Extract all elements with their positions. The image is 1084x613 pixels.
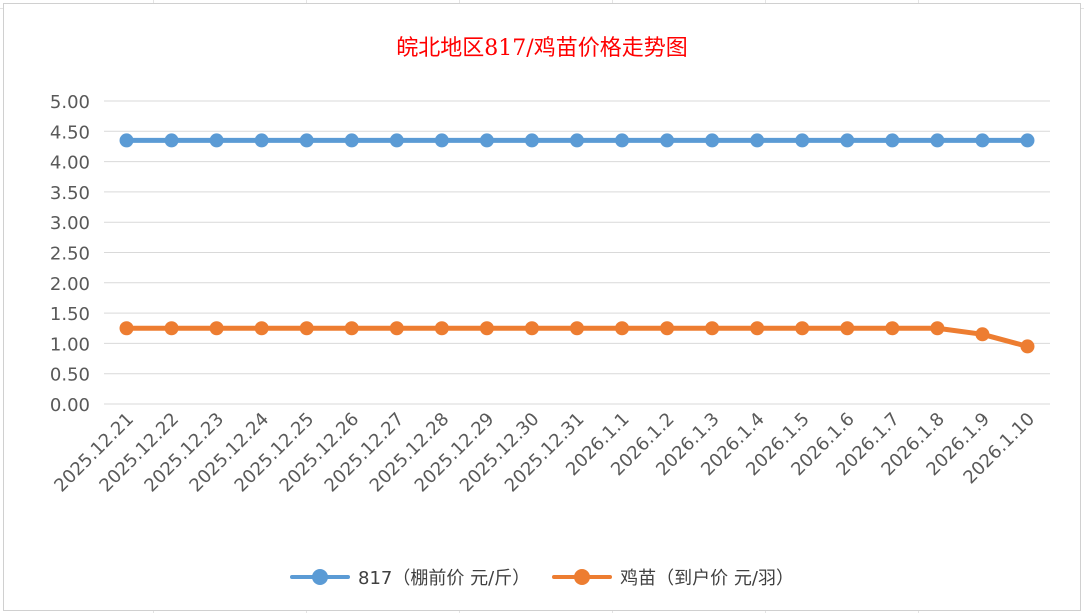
y-tick-label: 0.50: [50, 365, 90, 386]
series-1-point[interactable]: [254, 321, 269, 336]
series-0-point[interactable]: [254, 133, 269, 148]
series-0-point[interactable]: [119, 133, 134, 148]
series-0-point[interactable]: [795, 133, 810, 148]
series-0-point[interactable]: [1020, 133, 1035, 148]
y-tick-label: 2.50: [50, 244, 90, 265]
y-tick-label: 1.00: [50, 334, 90, 355]
y-tick-label: 3.00: [50, 213, 90, 234]
series-0-point[interactable]: [840, 133, 855, 148]
y-tick-label: 3.50: [50, 183, 90, 204]
chart-area[interactable]: 皖北地区817/鸡苗价格走势图 0.00 0.50 1.00 1.50 2.00 2.50…: [3, 3, 1081, 611]
series-0-point[interactable]: [524, 133, 539, 148]
series-0-point[interactable]: [299, 133, 314, 148]
series-0-point[interactable]: [389, 133, 404, 148]
legend-swatch-chick: [552, 567, 613, 587]
y-tick-label: 0.00: [50, 395, 90, 416]
series-1-point[interactable]: [209, 321, 224, 336]
series-0-point[interactable]: [434, 133, 449, 148]
series-1-point[interactable]: [119, 321, 134, 336]
series-1-point[interactable]: [795, 321, 810, 336]
series-0-point[interactable]: [344, 133, 359, 148]
series-1-point[interactable]: [660, 321, 675, 336]
y-tick-label: 4.50: [50, 122, 90, 143]
series-0-point[interactable]: [975, 133, 990, 148]
y-tick-label: 4.00: [50, 153, 90, 174]
series-1-point[interactable]: [705, 321, 720, 336]
series-0-point[interactable]: [705, 133, 720, 148]
series-0-point[interactable]: [479, 133, 494, 148]
series-1-point[interactable]: [1020, 339, 1035, 354]
series-1-point[interactable]: [930, 321, 945, 336]
series-1-point[interactable]: [975, 327, 990, 342]
series-1-point[interactable]: [299, 321, 314, 336]
series-1-point[interactable]: [524, 321, 539, 336]
series-0-point[interactable]: [615, 133, 630, 148]
series-1-point[interactable]: [885, 321, 900, 336]
series-1-point[interactable]: [570, 321, 584, 336]
legend-label-817: 817（棚前价 元/斤）: [358, 568, 531, 589]
legend-item-817[interactable]: 817（棚前价 元/斤）: [290, 564, 530, 590]
series-0-point[interactable]: [209, 133, 224, 148]
legend-item-chick[interactable]: 鸡苗（到户价 元/羽）: [552, 564, 794, 590]
legend-label-chick: 鸡苗（到户价 元/羽）: [620, 568, 794, 589]
plot-area: 0.00 0.50 1.00 1.50 2.00 2.50 3.00 3.50 4.00 4.50…: [50, 92, 1050, 496]
legend-swatch-817: [290, 567, 351, 587]
y-tick-label: 1.50: [50, 304, 90, 325]
series-1-point[interactable]: [840, 321, 855, 336]
chart-title: 皖北地区817/鸡苗价格走势图: [396, 36, 688, 61]
series-1-point[interactable]: [344, 321, 359, 336]
series-0-point[interactable]: [930, 133, 945, 148]
series-0-point[interactable]: [570, 133, 584, 148]
series-0-point[interactable]: [164, 133, 179, 148]
series-1-point[interactable]: [479, 321, 494, 336]
series-0-point[interactable]: [885, 133, 900, 148]
series-1-point[interactable]: [750, 321, 765, 336]
series-0-point[interactable]: [660, 133, 675, 148]
series-1-point[interactable]: [434, 321, 449, 336]
y-tick-label: 5.00: [50, 92, 90, 113]
series-1-point[interactable]: [615, 321, 630, 336]
legend[interactable]: 817（棚前价 元/斤） 鸡苗（到户价 元/羽）: [4, 564, 1080, 590]
y-tick-label: 2.00: [50, 274, 90, 295]
series-1-point[interactable]: [389, 321, 404, 336]
series-0-point[interactable]: [750, 133, 765, 148]
series-1-point[interactable]: [164, 321, 179, 336]
